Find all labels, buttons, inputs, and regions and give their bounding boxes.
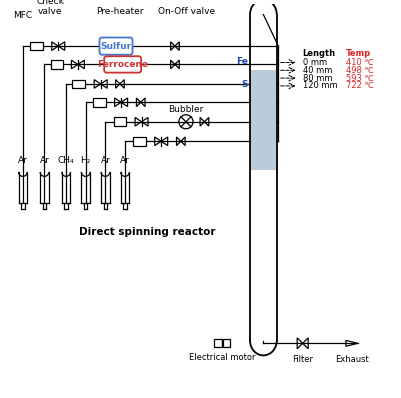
- FancyBboxPatch shape: [99, 37, 132, 55]
- Text: 722 ℃: 722 ℃: [346, 81, 374, 90]
- Text: Check
valve: Check valve: [36, 0, 64, 16]
- Text: 0 mm: 0 mm: [303, 58, 327, 67]
- Text: 120 mm: 120 mm: [303, 81, 337, 90]
- Text: Ferrocene: Ferrocene: [97, 60, 148, 69]
- Text: Sulfur: Sulfur: [100, 42, 132, 51]
- Text: Ar: Ar: [101, 156, 110, 165]
- Bar: [93, 98, 106, 107]
- Text: Direct spinning reactor: Direct spinning reactor: [79, 227, 216, 237]
- Text: 593 ℃: 593 ℃: [346, 74, 374, 83]
- Text: 80 mm: 80 mm: [303, 74, 332, 83]
- Text: Temp: Temp: [346, 49, 371, 59]
- Text: Length: Length: [303, 49, 336, 59]
- Text: S: S: [241, 80, 248, 89]
- Bar: [113, 117, 126, 126]
- Text: Filter: Filter: [292, 355, 313, 364]
- Text: Pre-heater: Pre-heater: [96, 8, 144, 16]
- Text: 410 ℃: 410 ℃: [346, 58, 374, 67]
- Bar: [133, 137, 146, 146]
- Bar: [223, 339, 230, 347]
- Bar: [51, 60, 63, 69]
- Text: H₂: H₂: [81, 156, 91, 165]
- Text: MFC: MFC: [13, 11, 32, 20]
- Text: Electrical motor: Electrical motor: [189, 353, 255, 362]
- Bar: [251, 70, 276, 170]
- Text: Exhaust: Exhaust: [335, 355, 369, 364]
- Text: 40 mm: 40 mm: [303, 66, 332, 75]
- Text: Ar: Ar: [18, 156, 28, 165]
- Text: Ar: Ar: [120, 156, 130, 165]
- Text: Bubbler: Bubbler: [168, 105, 204, 114]
- Bar: [73, 80, 85, 88]
- Text: On-Off valve: On-Off valve: [158, 8, 215, 16]
- Bar: [30, 42, 43, 51]
- Text: Fe: Fe: [236, 57, 248, 66]
- Text: Ar: Ar: [40, 156, 49, 165]
- Bar: [214, 339, 222, 347]
- Text: 498 ℃: 498 ℃: [346, 66, 374, 75]
- Text: CH₄: CH₄: [58, 156, 75, 165]
- FancyBboxPatch shape: [104, 56, 141, 72]
